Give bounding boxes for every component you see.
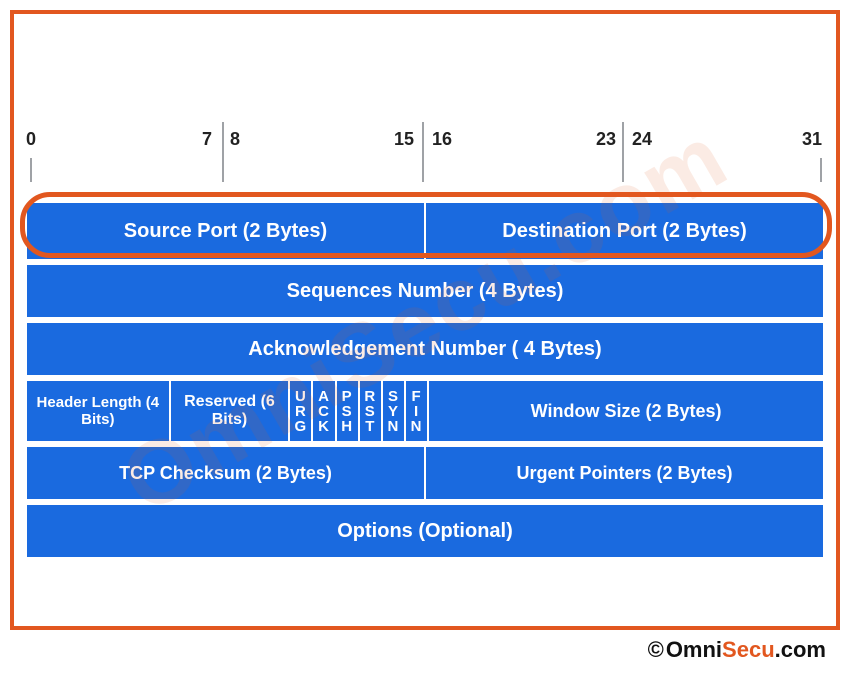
field-sequence-number: Sequences Number (4 Bytes) — [26, 264, 824, 318]
flag-urg-l3: G — [295, 419, 308, 434]
flag-ack-l1: A — [318, 389, 330, 404]
flag-rst-l2: S — [365, 404, 376, 419]
flag-syn-l3: N — [388, 419, 400, 434]
bit-label-23: 23 — [596, 129, 616, 150]
brand-part-1: Omni — [666, 637, 722, 663]
flag-psh: PSH — [336, 380, 359, 442]
row-ports: Source Port (2 Bytes) Destination Port (… — [26, 202, 824, 260]
copyright-bar: © Omni Secu .com — [10, 630, 840, 670]
flag-fin-l3: N — [411, 419, 423, 434]
header-rows: Source Port (2 Bytes) Destination Port (… — [26, 202, 824, 562]
field-dest-port: Destination Port (2 Bytes) — [425, 202, 824, 260]
bit-label-16: 16 — [432, 129, 452, 150]
flag-fin-l2: I — [414, 404, 419, 419]
diagram-frame: OmniSecu.com 0 7 8 15 16 23 24 31 Source… — [10, 10, 840, 630]
bit-label-24: 24 — [632, 129, 652, 150]
bit-label-0: 0 — [26, 129, 36, 150]
bit-label-15: 15 — [394, 129, 414, 150]
flag-urg-l2: R — [295, 404, 307, 419]
bit-label-31: 31 — [802, 129, 822, 150]
field-urgent-ptr: Urgent Pointers (2 Bytes) — [425, 446, 824, 500]
flag-ack: ACK — [312, 380, 335, 442]
flag-fin-l1: F — [412, 389, 422, 404]
flag-ack-l3: K — [318, 419, 330, 434]
flag-psh-l1: P — [342, 389, 353, 404]
field-checksum: TCP Checksum (2 Bytes) — [26, 446, 425, 500]
flag-syn: SYN — [382, 380, 405, 442]
copyright-symbol: © — [648, 637, 664, 663]
field-reserved: Reserved (6 Bits) — [170, 380, 290, 442]
flag-syn-l2: Y — [388, 404, 399, 419]
flag-rst: RST — [359, 380, 382, 442]
flag-syn-l1: S — [388, 389, 399, 404]
flag-ack-l2: C — [318, 404, 330, 419]
flag-psh-l2: S — [342, 404, 353, 419]
field-window-size: Window Size (2 Bytes) — [428, 380, 824, 442]
flag-fin: FIN — [405, 380, 428, 442]
brand-part-3: .com — [775, 637, 826, 663]
bit-label-8: 8 — [230, 129, 240, 150]
flag-rst-l3: T — [365, 419, 375, 434]
bit-ruler: 0 7 8 15 16 23 24 31 — [26, 122, 824, 182]
field-source-port: Source Port (2 Bytes) — [26, 202, 425, 260]
flag-rst-l1: R — [364, 389, 376, 404]
bit-label-7: 7 — [202, 129, 212, 150]
row-options: Options (Optional) — [26, 504, 824, 558]
brand-part-2: Secu — [722, 637, 775, 663]
flag-urg: URG — [289, 380, 312, 442]
field-header-length: Header Length (4 Bits) — [26, 380, 170, 442]
row-flags: Header Length (4 Bits) Reserved (6 Bits)… — [26, 380, 824, 442]
row-checksum: TCP Checksum (2 Bytes) Urgent Pointers (… — [26, 446, 824, 500]
field-options: Options (Optional) — [26, 504, 824, 558]
flag-psh-l3: H — [341, 419, 353, 434]
row-seq: Sequences Number (4 Bytes) — [26, 264, 824, 318]
field-ack-number: Acknowledgement Number ( 4 Bytes) — [26, 322, 824, 376]
flag-urg-l1: U — [295, 389, 307, 404]
row-ack: Acknowledgement Number ( 4 Bytes) — [26, 322, 824, 376]
